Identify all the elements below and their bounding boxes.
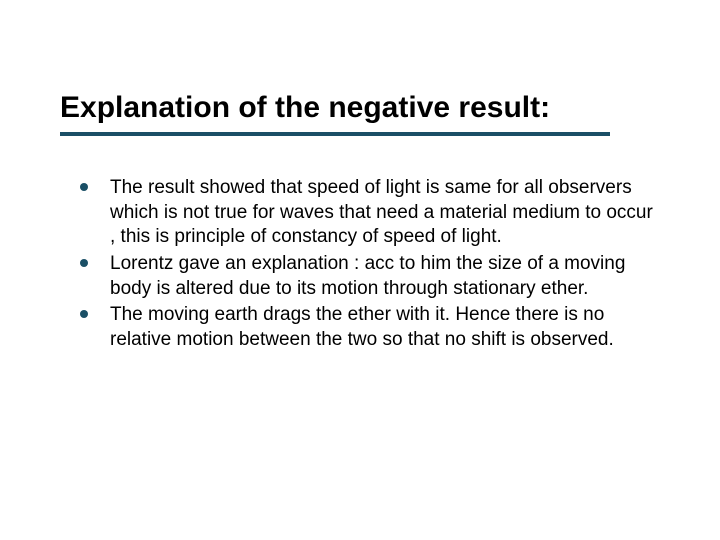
bullet-list: The result showed that speed of light is… (80, 176, 660, 353)
bullet-icon (80, 310, 88, 318)
slide-title: Explanation of the negative result: (60, 90, 660, 126)
list-item: Lorentz gave an explanation : acc to him… (80, 252, 660, 301)
bullet-text: The moving earth drags the ether with it… (110, 304, 614, 350)
slide: Explanation of the negative result: The … (0, 0, 720, 540)
title-underline (60, 132, 610, 136)
bullet-icon (80, 183, 88, 191)
bullet-text: Lorentz gave an explanation : acc to him… (110, 253, 625, 299)
bullet-icon (80, 259, 88, 267)
list-item: The result showed that speed of light is… (80, 176, 660, 250)
bullet-text: The result showed that speed of light is… (110, 177, 653, 247)
slide-content: The result showed that speed of light is… (60, 176, 660, 353)
list-item: The moving earth drags the ether with it… (80, 303, 660, 352)
